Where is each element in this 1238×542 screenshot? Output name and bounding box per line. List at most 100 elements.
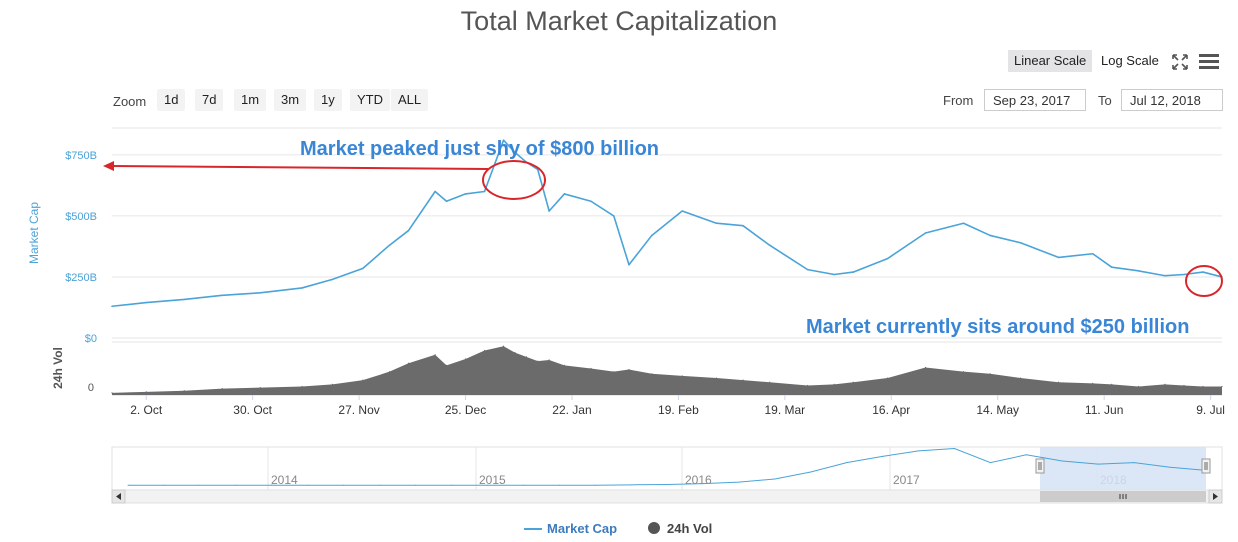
volume-point — [1092, 382, 1094, 384]
volume-point — [362, 379, 364, 381]
volume-point — [331, 383, 334, 385]
zoom-3m-button[interactable]: 3m — [274, 89, 307, 111]
volume-point — [483, 349, 486, 352]
y-tick-label: $250B — [65, 272, 97, 284]
volume-point — [537, 360, 539, 362]
navigator-handle[interactable] — [1035, 458, 1045, 474]
navigator-point — [163, 484, 165, 486]
market-cap-point — [514, 151, 516, 154]
scroll-left-arrow-icon — [116, 493, 121, 500]
volume-point — [525, 356, 527, 358]
log-scale-button[interactable]: Log Scale — [1101, 53, 1159, 68]
market-cap-series — [111, 139, 1223, 308]
volume-point — [769, 381, 771, 383]
zoom-1y-button[interactable]: 1y — [314, 89, 342, 111]
peak-annotation: Market peaked just shy of $800 billion — [300, 138, 660, 160]
navigator-point — [1061, 460, 1063, 462]
linear-scale-button[interactable]: Linear Scale — [1008, 50, 1093, 72]
navigator-point — [522, 484, 524, 486]
navigator-point — [379, 484, 381, 486]
to-date-input[interactable]: Jul 12, 2018 — [1121, 89, 1223, 111]
navigator-point — [846, 462, 848, 464]
volume-point — [145, 391, 147, 393]
market-cap-point — [407, 229, 410, 232]
volume-point — [886, 377, 889, 379]
x-tick-label: 9. Jul — [1196, 403, 1225, 417]
volume-point — [548, 359, 550, 361]
market-cap-point — [1091, 252, 1094, 255]
menu-icon[interactable] — [1198, 52, 1220, 70]
fullscreen-icon[interactable] — [1170, 52, 1190, 72]
volume-point — [989, 373, 991, 375]
market-cap-point — [962, 222, 965, 225]
volume-point — [221, 388, 223, 390]
navigator: 20142015201620172018 — [111, 446, 1223, 504]
annotations — [103, 160, 1223, 297]
y-tick-label: $0 — [85, 333, 97, 345]
navigator-point — [486, 484, 488, 486]
volume-point — [852, 381, 854, 383]
volume-point — [183, 390, 185, 392]
scroll-right-arrow-icon — [1213, 493, 1218, 500]
market-cap-point — [221, 294, 224, 297]
market-cap-point — [650, 234, 653, 237]
market-cap-point — [464, 193, 467, 195]
volume-area — [112, 346, 1222, 395]
legend-24h-vol[interactable]: 24h Vol — [667, 521, 713, 536]
volume-point — [651, 373, 653, 375]
zoom-all-button[interactable]: ALL — [391, 89, 429, 111]
volume-point — [628, 368, 630, 371]
volume-series — [111, 345, 1223, 395]
volume-point — [1057, 381, 1060, 383]
zoom-ytd-button[interactable]: YTD — [350, 89, 390, 111]
x-tick-label: 19. Feb — [658, 403, 699, 417]
market-cap-point — [259, 292, 262, 294]
navigator-point — [343, 484, 345, 486]
navigator-point — [199, 484, 201, 486]
market-cap-point — [445, 200, 448, 203]
zoom-1d-button[interactable]: 1d — [157, 89, 186, 111]
market-cap-point — [502, 139, 505, 142]
navigator-point — [558, 484, 560, 486]
current-annotation: Market currently sits around $250 billio… — [806, 316, 1190, 338]
navigator-point — [989, 462, 991, 464]
from-date-input[interactable]: Sep 23, 2017 — [984, 89, 1086, 111]
x-tick-label: 30. Oct — [233, 403, 272, 417]
market-cap-point — [145, 301, 148, 304]
market-cap-point — [806, 268, 809, 271]
market-cap-point — [111, 305, 113, 308]
market-cap-point — [989, 234, 991, 237]
navigator-tick-label: 2016 — [685, 473, 712, 487]
market-cap-point — [590, 200, 592, 203]
volume-point — [807, 384, 809, 387]
volume-point — [1164, 383, 1166, 385]
volume-point — [962, 371, 965, 373]
zoom-1m-button[interactable]: 1m — [234, 89, 267, 111]
volume-point — [590, 367, 592, 370]
x-tick-label: 14. May — [976, 403, 1019, 417]
x-tick-label: 2. Oct — [130, 403, 163, 417]
volume-point — [924, 366, 927, 369]
navigator-point — [1025, 454, 1027, 456]
navigator-tick-label: 2017 — [893, 473, 920, 487]
zoom-7d-button[interactable]: 7d — [195, 89, 224, 111]
from-label: From — [943, 93, 974, 108]
navigator-point — [307, 484, 309, 486]
navigator-handle[interactable] — [1201, 458, 1211, 474]
x-tick-label: 16. Apr — [872, 403, 910, 417]
volume-point — [514, 352, 516, 354]
volume-point — [434, 354, 436, 356]
navigator-point — [414, 484, 416, 486]
volume-point — [464, 358, 467, 360]
market-cap-point — [1164, 274, 1166, 277]
market-cap-point — [768, 244, 771, 247]
y-tick-label: $500B — [65, 211, 97, 223]
peak-arrow-head — [103, 161, 114, 171]
volume-axis-title: 24h Vol — [51, 347, 65, 389]
volume-point — [742, 379, 744, 381]
market-cap-point — [183, 298, 186, 301]
volume-point — [563, 364, 565, 366]
market-cap-point — [1202, 271, 1204, 273]
legend-market-cap[interactable]: Market Cap — [547, 521, 618, 536]
x-tick-label: 27. Nov — [338, 403, 379, 417]
